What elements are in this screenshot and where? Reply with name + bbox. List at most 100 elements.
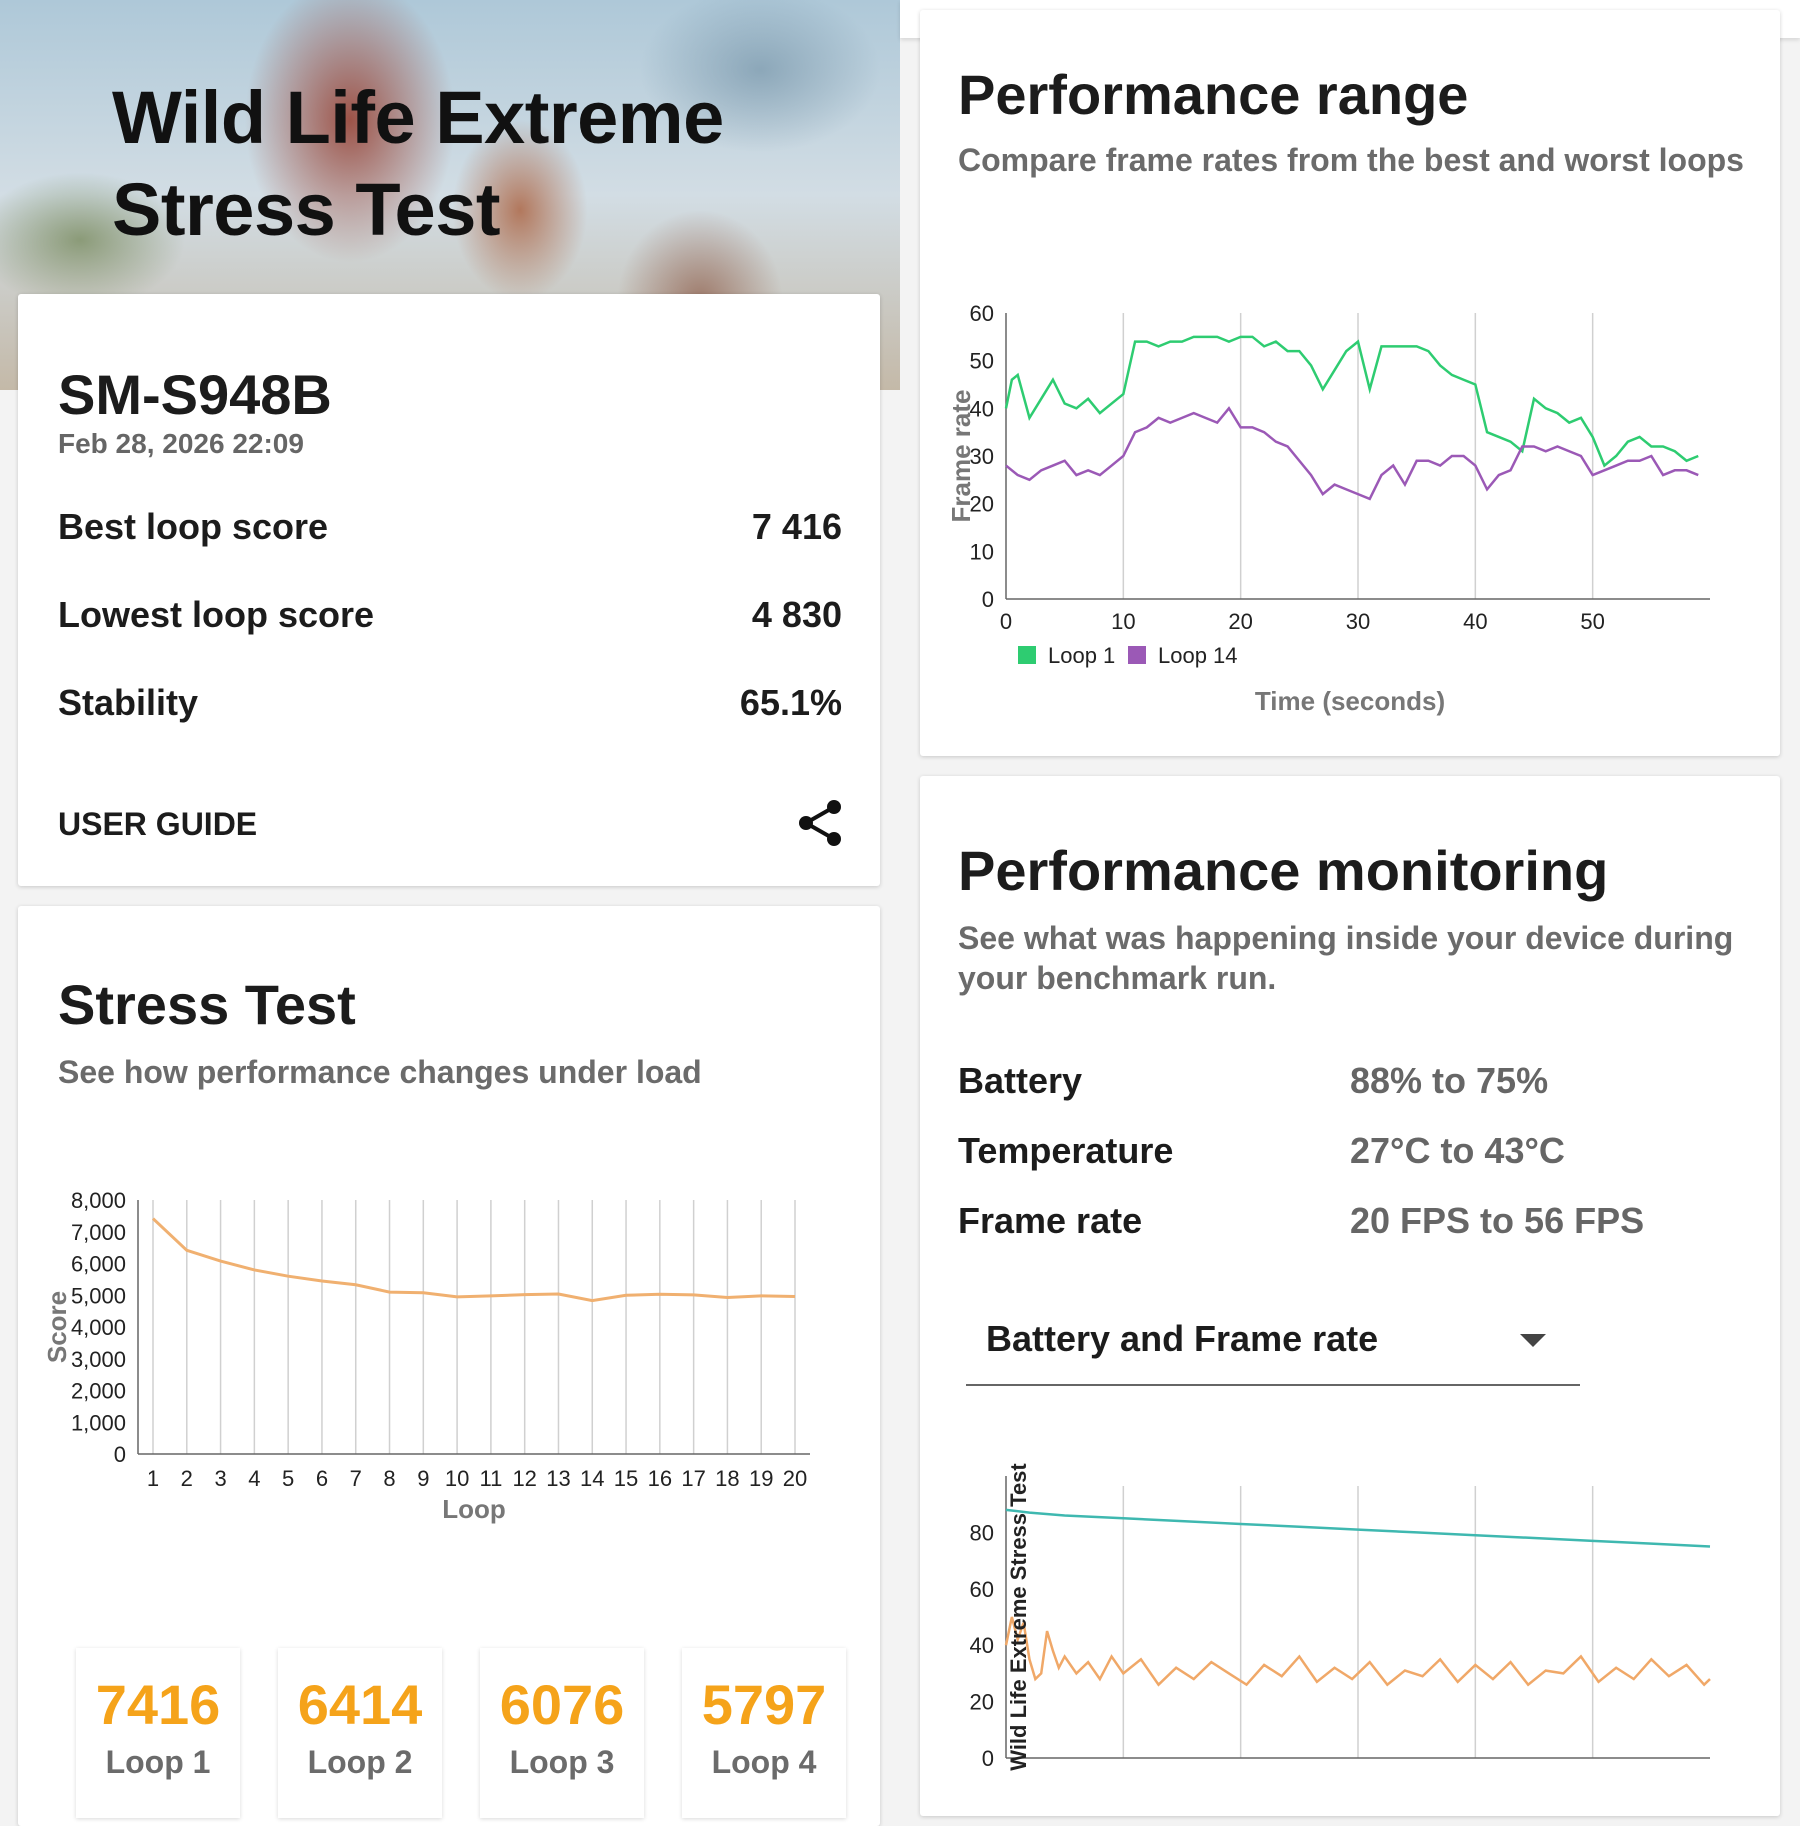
y-tick-label: 30 xyxy=(970,444,994,469)
x-tick-label: 14 xyxy=(580,1466,604,1491)
y-axis-title: Score xyxy=(42,1291,72,1363)
loop-score-tile[interactable]: 5797 Loop 4 xyxy=(682,1648,846,1818)
temperature-label: Temperature xyxy=(958,1130,1174,1171)
loop-score-tile[interactable]: 6076 Loop 3 xyxy=(480,1648,644,1818)
loop-score: 6414 xyxy=(297,1673,423,1736)
y-tick-label: 0 xyxy=(982,587,994,612)
loop-label: Loop 3 xyxy=(509,1744,615,1780)
performance-monitoring-subtitle: See what was happening inside your devic… xyxy=(958,918,1733,998)
best-loop-label: Best loop score xyxy=(58,506,329,547)
x-tick-label: 12 xyxy=(512,1466,536,1491)
x-tick-label: 40 xyxy=(1463,609,1487,634)
y-axis-title: Wild Life Extreme Stress Test xyxy=(1006,1463,1031,1771)
test-title: Wild Life Extreme Stress Test xyxy=(112,72,724,256)
x-tick-label: 16 xyxy=(648,1466,672,1491)
performance-range-title: Performance range xyxy=(958,63,1469,126)
device-name: SM-S948B xyxy=(58,363,332,426)
y-tick-label: 60 xyxy=(970,1577,994,1602)
stability-label: Stability xyxy=(58,682,199,723)
y-tick-label: 40 xyxy=(970,396,994,421)
x-tick-label: 13 xyxy=(546,1466,570,1491)
run-date: Feb 28, 2026 22:09 xyxy=(58,428,304,459)
legend-label: Loop 14 xyxy=(1158,643,1238,668)
y-tick-label: 8,000 xyxy=(71,1188,126,1213)
device-summary-card: SM-S948B Feb 28, 2026 22:09 Best loop sc… xyxy=(18,294,880,886)
y-tick-label: 20 xyxy=(970,1690,994,1715)
y-tick-label: 2,000 xyxy=(71,1379,126,1404)
x-tick-label: 30 xyxy=(1346,609,1370,634)
series-line xyxy=(1004,1616,1711,1687)
temperature-value: 27°C to 43°C xyxy=(1350,1130,1565,1171)
loop-score: 7416 xyxy=(95,1673,221,1736)
x-tick-label: 18 xyxy=(715,1466,739,1491)
y-tick-label: 0 xyxy=(114,1442,126,1467)
loop-score-tile[interactable]: 7416 Loop 1 xyxy=(76,1648,240,1818)
y-tick-label: 4,000 xyxy=(71,1315,126,1340)
lowest-loop-value: 4 830 xyxy=(751,594,842,635)
x-tick-label: 20 xyxy=(783,1466,807,1491)
x-tick-label: 50 xyxy=(1580,609,1604,634)
x-tick-label: 9 xyxy=(417,1466,429,1491)
x-tick-label: 10 xyxy=(445,1466,469,1491)
legend-label: Loop 1 xyxy=(1048,643,1115,668)
test-title-line2: Stress Test xyxy=(112,168,501,251)
x-tick-label: 17 xyxy=(681,1466,705,1491)
x-tick-label: 8 xyxy=(383,1466,395,1491)
stability-value: 65.1% xyxy=(739,682,842,723)
x-axis-title: Time (seconds) xyxy=(1255,686,1445,716)
y-tick-label: 5,000 xyxy=(71,1283,126,1308)
monitoring-subtitle-line1: See what was happening inside your devic… xyxy=(958,920,1734,956)
monitoring-subtitle-line2: your benchmark run. xyxy=(958,960,1277,996)
chart-type-selected: Battery and Frame rate xyxy=(986,1318,1379,1359)
user-guide-link[interactable]: USER GUIDE xyxy=(58,806,258,842)
y-tick-label: 1,000 xyxy=(71,1410,126,1435)
y-tick-label: 50 xyxy=(970,349,994,374)
chart-type-select[interactable]: Battery and Frame rate xyxy=(966,1306,1580,1386)
loop-label: Loop 4 xyxy=(711,1744,817,1780)
loop-label: Loop 1 xyxy=(105,1744,211,1780)
legend-swatch xyxy=(1128,646,1146,664)
loop-label: Loop 2 xyxy=(307,1744,413,1780)
performance-monitoring-card: Performance monitoring See what was happ… xyxy=(920,776,1780,1816)
loop-score: 6076 xyxy=(499,1673,625,1736)
x-tick-label: 20 xyxy=(1228,609,1252,634)
x-tick-label: 7 xyxy=(350,1466,362,1491)
stress-test-subtitle: See how performance changes under load xyxy=(58,1054,702,1090)
x-tick-label: 0 xyxy=(1000,609,1012,634)
stress-test-chart: 1 2 3 4 5 6 7 8 9 10 11 12 13 14 15 16 17 18 19 2001,0002,0… xyxy=(42,1188,810,1524)
series-line xyxy=(1004,335,1699,468)
y-tick-label: 0 xyxy=(982,1746,994,1771)
x-tick-label: 6 xyxy=(316,1466,328,1491)
x-axis-title: Loop xyxy=(442,1494,506,1524)
best-loop-value: 7 416 xyxy=(751,506,842,547)
x-tick-label: 3 xyxy=(214,1466,226,1491)
x-tick-label: 4 xyxy=(248,1466,260,1491)
loop-score: 5797 xyxy=(701,1673,827,1736)
stress-test-title: Stress Test xyxy=(58,973,356,1036)
series-line xyxy=(1005,406,1699,501)
battery-value: 88% to 75% xyxy=(1350,1060,1549,1101)
x-tick-label: 15 xyxy=(614,1466,638,1491)
legend-swatch xyxy=(1018,646,1036,664)
y-axis-title: Frame rate xyxy=(946,390,976,523)
x-tick-label: 10 xyxy=(1111,609,1135,634)
y-tick-label: 3,000 xyxy=(71,1347,126,1372)
x-tick-label: 11 xyxy=(479,1466,502,1491)
series-line xyxy=(1005,1508,1711,1548)
y-tick-label: 10 xyxy=(970,539,994,564)
y-tick-label: 20 xyxy=(970,492,994,517)
y-tick-label: 80 xyxy=(970,1520,994,1545)
battery-label: Battery xyxy=(958,1060,1083,1101)
frame-rate-value: 20 FPS to 56 FPS xyxy=(1350,1200,1645,1241)
x-tick-label: 2 xyxy=(181,1466,193,1491)
y-tick-label: 40 xyxy=(970,1633,994,1658)
x-tick-label: 19 xyxy=(749,1466,773,1491)
y-tick-label: 60 xyxy=(970,301,994,326)
x-tick-label: 1 xyxy=(147,1466,159,1491)
share-icon[interactable] xyxy=(794,796,848,850)
lowest-loop-label: Lowest loop score xyxy=(58,594,375,635)
loop-score-tile[interactable]: 6414 Loop 2 xyxy=(278,1648,442,1818)
chevron-down-icon xyxy=(1520,1334,1546,1347)
y-tick-label: 6,000 xyxy=(71,1252,126,1277)
frame-rate-label: Frame rate xyxy=(958,1200,1143,1241)
